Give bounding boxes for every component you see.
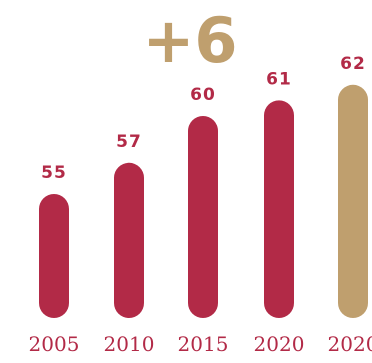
value-label: 60 xyxy=(190,85,216,105)
year-label: 2010 xyxy=(104,332,155,356)
value-label: 55 xyxy=(41,163,67,183)
value-labels-group: 55 57 60 61 62 xyxy=(41,54,366,183)
value-label: 62 xyxy=(340,54,366,74)
year-label: 2020 xyxy=(328,332,372,356)
bar-2010-1 xyxy=(114,162,144,318)
year-labels-group: 2005 2010 2015 2020 2020 xyxy=(29,332,372,356)
year-label: 2020 xyxy=(254,332,305,356)
year-label: 2015 xyxy=(178,332,229,356)
bar-2005-0 xyxy=(39,194,69,318)
bar-2020-3 xyxy=(264,100,294,319)
year-label: 2005 xyxy=(29,332,80,356)
value-label: 57 xyxy=(116,132,142,152)
headline-change-value: +6 xyxy=(142,4,237,77)
bars-group xyxy=(39,84,368,319)
bar-2015-2 xyxy=(188,116,218,318)
bar-2020-4 xyxy=(338,84,368,318)
value-label: 61 xyxy=(266,69,292,89)
